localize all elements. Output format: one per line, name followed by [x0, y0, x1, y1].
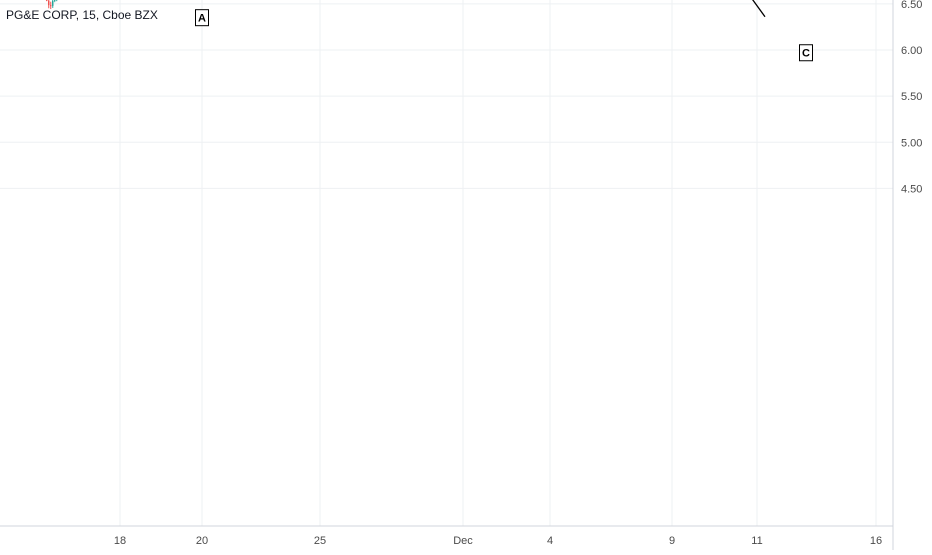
wave-label-A: A	[195, 9, 209, 27]
x-tick-label: 9	[669, 535, 675, 547]
candle-body	[50, 5, 52, 7]
y-tick-label: 6.00	[901, 45, 922, 57]
y-tick-label: 5.50	[901, 91, 922, 103]
wave-label-text: C	[802, 48, 810, 60]
x-tick-label: Dec	[453, 535, 473, 547]
x-tick-label: 25	[314, 535, 326, 547]
y-tick-label: 5.00	[901, 137, 922, 149]
grid	[0, 0, 893, 526]
x-tick-label: 4	[547, 535, 553, 547]
candle-body	[52, 0, 54, 6]
trendline-projection	[752, 0, 766, 18]
wave-label-box	[195, 9, 209, 27]
candle-body	[46, 0, 48, 1]
candle-body	[54, 0, 56, 1]
wave-labels: Aab12345cBC	[195, 9, 813, 62]
x-tick-label: 11	[751, 535, 762, 547]
y-tick-label: 6.50	[901, 0, 922, 11]
candlestick-series	[46, 0, 58, 10]
wave-label-text: A	[198, 13, 206, 25]
x-tick-label: 20	[196, 535, 208, 547]
x-tick-label: 16	[870, 535, 882, 547]
wave-label-box	[799, 44, 813, 62]
x-tick-label: 18	[114, 535, 126, 547]
wave-label-C: C	[799, 44, 813, 62]
candle-body	[48, 0, 50, 6]
y-tick-label: 4.50	[901, 183, 922, 195]
chart-title: PG&E CORP, 15, Cboe BZX	[6, 8, 158, 22]
